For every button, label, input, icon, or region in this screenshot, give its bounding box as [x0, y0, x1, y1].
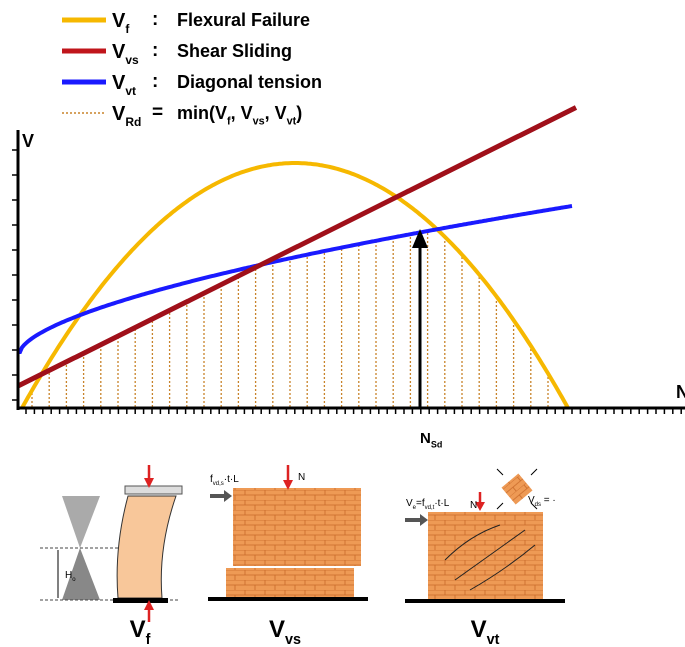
subscript: vt	[125, 84, 136, 98]
plot	[16, 105, 578, 409]
panel-note: fvd,s·t·L	[210, 474, 239, 487]
text-part: H	[65, 570, 72, 581]
subscript: vs	[253, 115, 265, 127]
text-part: )	[296, 103, 302, 123]
legend-text: min(Vf, Vvs, Vvt)	[177, 103, 302, 127]
flexural-curve	[20, 161, 570, 409]
legend-separator: :	[152, 9, 158, 30]
text-part: f	[210, 474, 213, 485]
text-part: ·t·L	[434, 498, 449, 509]
legend-separator: :	[152, 40, 158, 61]
text-part: N	[470, 500, 477, 511]
arrow-head	[412, 229, 428, 248]
subscript: f	[146, 632, 151, 647]
panel-note: Ho	[65, 570, 76, 583]
panel-diagonal	[405, 468, 565, 603]
panel-flexure	[40, 465, 183, 622]
subscript: f	[227, 115, 231, 127]
text-part: V	[269, 616, 285, 643]
text-part: min(V	[177, 103, 227, 123]
diagonal-curve	[18, 204, 573, 354]
text-part: V	[112, 72, 126, 94]
panel-note: Ve=fvd,t·t·L	[406, 498, 450, 511]
subscript: vd,t	[425, 505, 435, 511]
legend-text: Diagonal tension	[177, 72, 322, 92]
text-part: N	[676, 382, 685, 402]
subscript: o	[72, 577, 76, 583]
panel-label: Vvt	[471, 616, 500, 647]
text-part: Flexural Failure	[177, 10, 310, 30]
text-part: V	[112, 10, 126, 32]
marker-label: NSd	[420, 430, 442, 450]
subscript: vs	[285, 632, 301, 647]
subscript: Rd	[125, 115, 141, 129]
text-part: =f	[416, 498, 425, 509]
subscript: vt	[487, 632, 500, 647]
legend-text: Shear Sliding	[177, 41, 292, 61]
legend-text: Flexural Failure	[177, 10, 310, 30]
text-part: Shear Sliding	[177, 41, 292, 61]
text-part: , V	[231, 103, 253, 123]
sliding-line	[16, 105, 578, 389]
x-axis-label: N	[676, 382, 685, 402]
subscript: vs	[125, 53, 139, 67]
text-part: = ·	[541, 495, 556, 506]
text-part: V	[22, 131, 34, 151]
legend-separator: :	[152, 71, 158, 92]
subscript: e	[413, 505, 417, 511]
panel-sliding	[208, 465, 368, 601]
text-part: ·t·L	[224, 474, 239, 485]
legend-symbol: Vvt	[112, 72, 136, 98]
legend-symbol: Vf	[112, 10, 130, 36]
text-part: V	[112, 103, 126, 125]
subscript: ds	[535, 502, 541, 508]
subscript: Sd	[431, 440, 443, 450]
text-part: , V	[265, 103, 287, 123]
subscript: f	[125, 22, 130, 36]
legend-symbol: Vvs	[112, 41, 139, 67]
legend-symbol: VRd	[112, 103, 141, 129]
panel-note: Vds = ·	[528, 495, 556, 508]
legend-separator: =	[152, 102, 163, 123]
panel-label: Vvs	[269, 616, 301, 647]
text-part: V	[471, 616, 487, 643]
panel-note: N	[298, 472, 305, 483]
text-part: V	[130, 616, 146, 643]
text-part: V	[112, 41, 126, 63]
text-part: V	[406, 498, 413, 509]
axis-ticks	[12, 149, 682, 414]
panel-note: N	[470, 500, 477, 511]
text-part: N	[298, 472, 305, 483]
y-axis-label: V	[22, 131, 34, 151]
subscript: vd,s	[213, 481, 224, 487]
subscript: vt	[287, 115, 297, 127]
text-part: Diagonal tension	[177, 72, 322, 92]
text-part: V	[528, 495, 535, 506]
text-part: N	[420, 430, 431, 447]
panel-label: Vf	[130, 616, 151, 647]
